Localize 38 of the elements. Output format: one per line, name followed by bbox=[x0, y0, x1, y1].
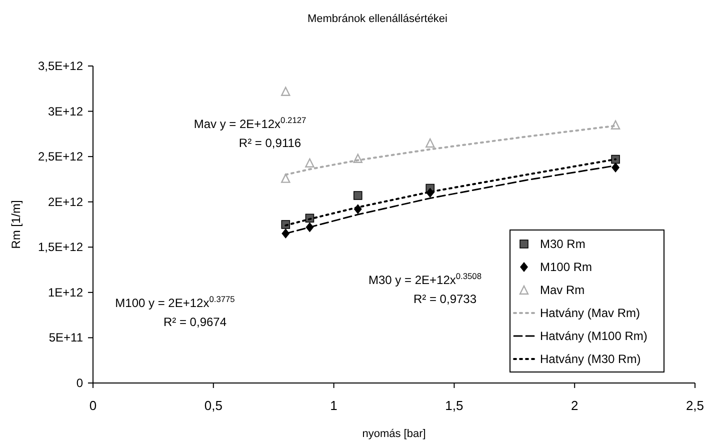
x-axis-title: nyomás [bar] bbox=[362, 428, 426, 440]
point bbox=[281, 86, 290, 96]
legend-label: M100 Rm bbox=[540, 260, 592, 274]
legend-label: Mav Rm bbox=[540, 283, 585, 297]
x-tick-label: 2 bbox=[570, 398, 578, 413]
point bbox=[353, 154, 362, 163]
annotation: M30 y = 2E+12x$^{0.3508}$ bbox=[368, 271, 482, 287]
y-tick-label: 1,5E+12 bbox=[38, 240, 84, 254]
x-tick-label: 2,5 bbox=[686, 398, 704, 413]
point bbox=[610, 120, 620, 130]
legend-label: Hatvány (M100 Rm) bbox=[540, 329, 648, 343]
annotation: R² = 0,9733 bbox=[413, 292, 477, 306]
x-tick-label: 1 bbox=[330, 398, 338, 413]
annotation: M100 y = 2E+12x$^{0.3775}$ bbox=[115, 294, 236, 310]
annotation: R² = 0,9674 bbox=[163, 315, 227, 329]
y-tick-label: 3,5E+12 bbox=[38, 59, 84, 73]
point bbox=[426, 138, 435, 148]
legend-label: M30 Rm bbox=[540, 237, 586, 251]
y-tick-label: 2E+12 bbox=[48, 194, 84, 209]
point bbox=[305, 158, 314, 168]
annotation: R² = 0,9116 bbox=[238, 136, 302, 150]
y-tick-label: 3E+12 bbox=[48, 104, 84, 118]
legend-label: Hatvány (M30 Rm) bbox=[540, 352, 641, 366]
x-tick-label: 0,5 bbox=[204, 398, 222, 413]
x-tick-label: 0 bbox=[89, 398, 97, 413]
chart-title: Membránok ellenállásértékei bbox=[307, 13, 448, 25]
x-tick-label: 1,5 bbox=[445, 398, 464, 413]
y-tick-label: 2,5E+12 bbox=[38, 150, 84, 164]
y-tick-label: 1E+12 bbox=[48, 285, 84, 300]
point bbox=[612, 162, 620, 172]
y-tick-label: 0 bbox=[76, 376, 84, 390]
point bbox=[611, 154, 620, 164]
point bbox=[281, 174, 290, 183]
annotation: Mav y = 2E+12x$^{0.2127}$ bbox=[194, 115, 307, 131]
y-tick-label: 5E+11 bbox=[48, 330, 84, 345]
point bbox=[353, 191, 362, 200]
y-axis-title: Rm [1/m] bbox=[9, 200, 23, 249]
legend-label: Hatvány (Mav Rm) bbox=[540, 306, 640, 320]
